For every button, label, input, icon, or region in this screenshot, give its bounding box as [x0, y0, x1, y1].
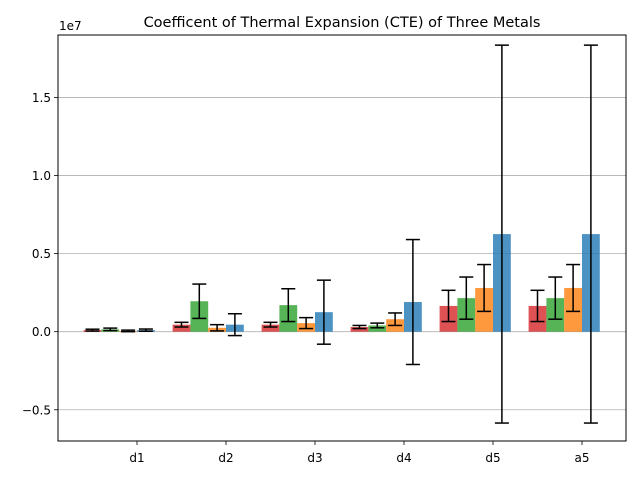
y-tick-label: 1.5 — [32, 91, 51, 105]
y-offset-label: 1e7 — [59, 19, 82, 33]
x-tick-label: d2 — [218, 451, 233, 465]
y-axis: −0.5 0.0 0.5 1.0 1.5 — [22, 91, 58, 417]
x-axis: d1 d2 d3 d4 d5 a5 — [129, 441, 590, 465]
bar — [172, 324, 191, 332]
bar — [368, 325, 387, 332]
x-tick-label: d5 — [485, 451, 500, 465]
chart-title: Coefficent of Thermal Expansion (CTE) of… — [144, 15, 541, 31]
y-tick-label: 1.0 — [32, 169, 51, 183]
bar — [261, 324, 280, 332]
x-tick-label: d1 — [129, 451, 144, 465]
x-tick-label: d3 — [307, 451, 322, 465]
x-tick-label: a5 — [575, 451, 590, 465]
error-bars — [85, 44, 598, 424]
x-tick-label: d4 — [396, 451, 411, 465]
y-tick-label: 0.5 — [32, 247, 51, 261]
bar — [350, 327, 369, 332]
y-tick-label: −0.5 — [22, 403, 51, 417]
y-tick-label: 0.0 — [32, 325, 51, 339]
plot-frame — [57, 34, 627, 442]
